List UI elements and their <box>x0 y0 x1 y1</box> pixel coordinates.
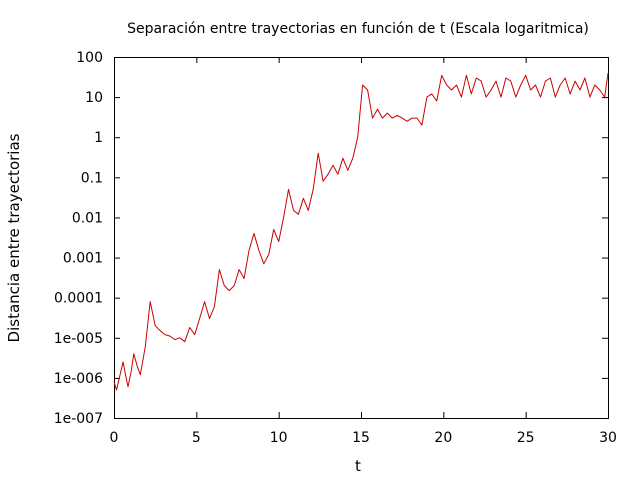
y-tick-label: 0.001 <box>63 251 103 267</box>
x-tick-label: 20 <box>434 430 452 446</box>
x-tick-label: 25 <box>517 430 535 446</box>
y-axis-title: Distancia entre trayectorias <box>5 133 23 342</box>
series-layer <box>114 73 608 390</box>
x-axis-title: t <box>355 457 361 475</box>
plot-frame <box>115 58 609 419</box>
y-tick-label: 0.1 <box>81 170 103 186</box>
x-tick-label: 0 <box>110 430 119 446</box>
y-tick-label: 1e-006 <box>54 371 103 387</box>
y-tick-label: 10 <box>85 90 103 106</box>
y-axis: 1e-007 1e-006 1e-005 0.0001 0.001 0.01 0.1 1 10 1… <box>54 50 608 427</box>
series-line <box>114 73 608 390</box>
y-tick-label: 100 <box>76 50 103 66</box>
y-tick-label: 1 <box>94 130 103 146</box>
chart-title: Separación entre trayectorias en función… <box>127 21 589 37</box>
x-tick-label: 15 <box>352 430 370 446</box>
x-tick-label: 30 <box>599 430 617 446</box>
y-tick-label: 1e-007 <box>54 411 103 427</box>
y-tick-label: 0.0001 <box>54 291 103 307</box>
x-axis: 0 5 10 15 20 25 30 <box>110 57 617 446</box>
x-tick-label: 5 <box>192 430 201 446</box>
y-tick-label: 1e-005 <box>54 331 103 347</box>
x-tick-label: 10 <box>270 430 288 446</box>
y-tick-label: 0.01 <box>72 210 103 226</box>
